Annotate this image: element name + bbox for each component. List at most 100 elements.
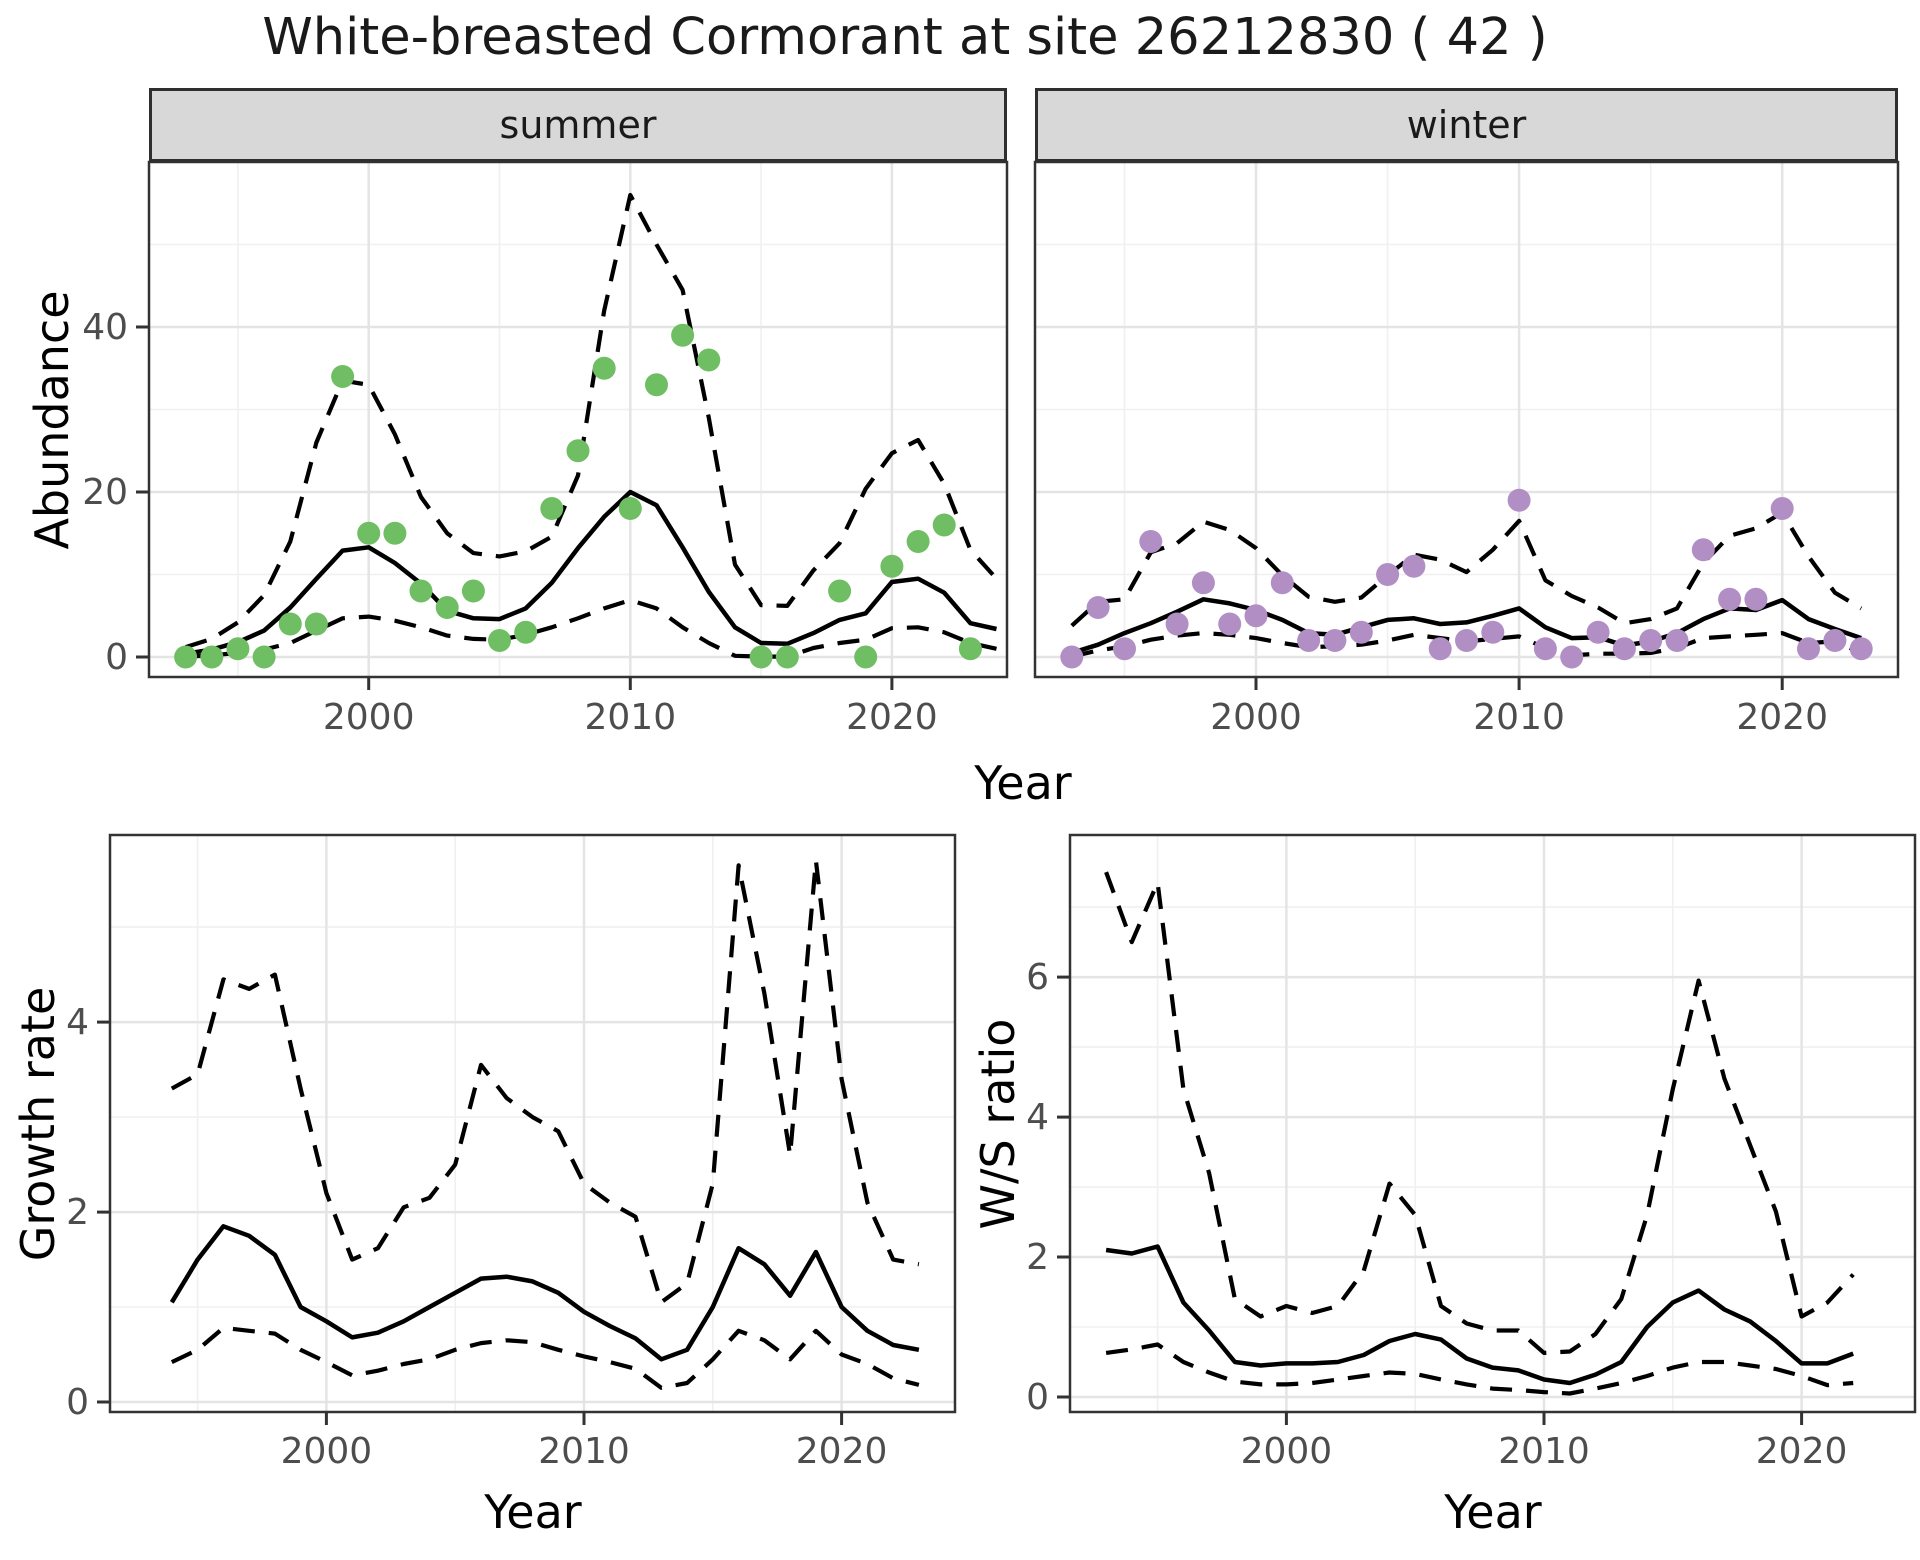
abundance-winter-observation-point: [1507, 488, 1531, 512]
abundance-winter-observation-point: [1560, 645, 1584, 669]
abundance-winter-observation-point: [1612, 637, 1636, 661]
abundance-summer-observation-point: [226, 637, 250, 661]
abundance-winter-observation-point: [1533, 637, 1557, 661]
abundance-summer-observation-point: [645, 373, 668, 397]
abundance-winter-observation-point: [1849, 637, 1873, 661]
x-axis-title-year-top: Year: [974, 756, 1072, 810]
growth-rate-x-tick-label: 2020: [796, 1431, 888, 1472]
abundance-summer-observation-point: [200, 645, 224, 669]
abundance-winter-observation-point: [1060, 645, 1084, 669]
abundance-winter-x-tick-label: 2020: [1736, 697, 1828, 738]
abundance-summer-observation-point: [488, 629, 511, 652]
growth-rate-x-tick-label: 2010: [538, 1431, 630, 1472]
abundance-winter-observation-point: [1297, 629, 1321, 652]
abundance-summer-observation-point: [540, 497, 564, 520]
abundance-winter-observation-point: [1797, 637, 1820, 661]
growth-rate-lower-CI-line: [170, 1325, 920, 1390]
abundance-summer-observation-point: [304, 612, 328, 636]
abundance-summer-observation-point: [252, 645, 276, 669]
ws-ratio-upper-CI-line: [1104, 871, 1855, 1356]
abundance-winter-observation-point: [1270, 571, 1294, 595]
abundance-summer-panel-background: [149, 162, 1007, 677]
plot-title: White-breasted Cormorant at site 2621283…: [262, 8, 1548, 67]
abundance-winter-observation-point: [1349, 620, 1373, 644]
abundance-winter-observation-point: [1770, 497, 1794, 520]
abundance-summer-observation-point: [174, 645, 198, 669]
abundance-summer-observation-point: [775, 645, 799, 669]
ws-ratio-x-tick-label: 2010: [1498, 1431, 1590, 1472]
growth-rate-y-tick-label: 4: [66, 1002, 89, 1043]
abundance-summer-observation-point: [932, 513, 956, 537]
growth-rate-y-tick-label: 2: [66, 1192, 89, 1233]
abundance-summer-x-tick-label: 2010: [584, 697, 676, 738]
ws-ratio-x-tick-label: 2000: [1241, 1431, 1333, 1472]
abundance-summer-observation-point: [958, 637, 982, 661]
abundance-summer-observation-point: [409, 579, 433, 603]
abundance-winter-observation-point: [1139, 530, 1163, 553]
abundance-summer-observation-point: [906, 530, 930, 553]
abundance-winter-observation-point: [1402, 554, 1426, 578]
abundance-summer-y-tick-label: 40: [82, 307, 128, 348]
abundance-winter-observation-point: [1244, 604, 1268, 628]
abundance-winter-observation-point: [1428, 637, 1452, 661]
x-axis-title-year-bottom-right: Year: [1444, 1485, 1542, 1539]
abundance-winter-observation-point: [1691, 538, 1715, 562]
abundance-summer-upper-CI-line: [184, 192, 999, 650]
abundance-summer-observation-point: [854, 645, 878, 669]
ws-ratio-panel-background: [1070, 835, 1915, 1412]
abundance-winter-observation-point: [1481, 620, 1505, 644]
y-axis-title-ws-ratio: W/S ratio: [971, 1018, 1025, 1230]
growth-rate-model-fit-line: [169, 1224, 920, 1362]
abundance-summer-observation-point: [383, 521, 407, 545]
abundance-summer-observation-point: [697, 348, 721, 372]
abundance-winter-observation-point: [1323, 629, 1347, 652]
abundance-summer-observation-point: [331, 365, 355, 388]
y-axis-title-growth-rate: Growth rate: [11, 986, 65, 1262]
abundance-winter-x-tick-label: 2000: [1210, 697, 1302, 738]
abundance-summer-x-tick-label: 2000: [323, 697, 415, 738]
abundance-winter-observation-point: [1218, 612, 1242, 636]
abundance-winter-upper-CI-line: [1070, 510, 1863, 628]
growth-rate-panel-border: [108, 833, 957, 1414]
abundance-summer-observation-point: [880, 554, 904, 578]
x-axis-title-year-bottom-left: Year: [484, 1485, 582, 1539]
abundance-summer-model-fit-line: [185, 489, 997, 656]
abundance-winter-observation-point: [1744, 587, 1768, 611]
ws-ratio-y-tick-label: 6: [1026, 957, 1049, 998]
abundance-summer-observation-point: [749, 645, 773, 669]
abundance-winter-x-tick-label: 2010: [1473, 697, 1565, 738]
abundance-winter-panel-background: [1035, 162, 1898, 677]
abundance-summer-observation-point: [828, 579, 852, 603]
abundance-winter-observation-point: [1376, 563, 1400, 586]
abundance-summer-observation-point: [461, 579, 485, 603]
ws-ratio-panel-border: [1068, 833, 1917, 1414]
abundance-winter-observation-point: [1718, 587, 1742, 611]
ws-ratio-model-fit-line: [1105, 1244, 1854, 1386]
facet-strip-summer: summer: [149, 88, 1007, 162]
facet-strip-summer-label: summer: [499, 103, 657, 147]
abundance-winter-observation-point: [1823, 629, 1847, 652]
abundance-summer-observation-point: [435, 596, 459, 619]
growth-rate-y-tick-label: 0: [66, 1382, 89, 1423]
abundance-summer-y-tick-label: 0: [105, 637, 128, 678]
abundance-summer-observation-point: [671, 323, 695, 347]
abundance-winter-observation-point: [1455, 629, 1478, 652]
ws-ratio-y-tick-label: 0: [1026, 1377, 1049, 1418]
abundance-summer-x-tick-label: 2020: [846, 697, 938, 738]
abundance-winter-observation-point: [1639, 629, 1663, 652]
ws-ratio-y-tick-label: 2: [1026, 1237, 1049, 1278]
abundance-winter-observation-point: [1665, 629, 1689, 652]
abundance-winter-observation-point: [1586, 620, 1610, 644]
growth-rate-upper-CI-line: [170, 858, 920, 1305]
facet-strip-winter: winter: [1035, 88, 1898, 162]
y-axis-title-abundance: Abundance: [25, 290, 79, 550]
abundance-summer-panel-border: [147, 160, 1009, 679]
abundance-winter-observation-point: [1191, 571, 1215, 595]
abundance-winter-panel-border: [1033, 160, 1900, 679]
abundance-winter-observation-point: [1086, 596, 1110, 619]
abundance-summer-observation-point: [514, 620, 538, 644]
abundance-summer-observation-point: [592, 356, 616, 380]
abundance-summer-observation-point: [357, 521, 381, 545]
